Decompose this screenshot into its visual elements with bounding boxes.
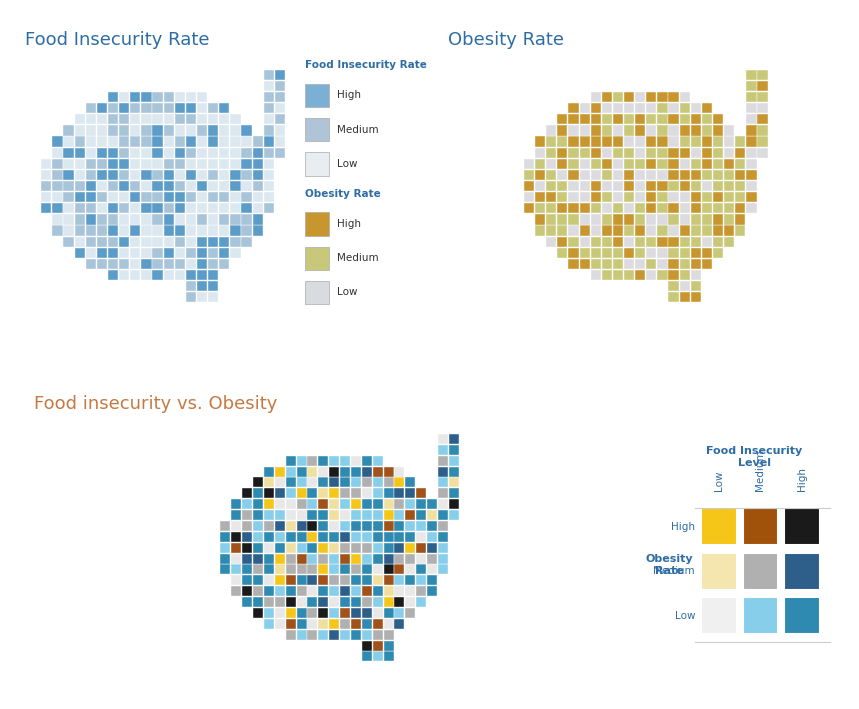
- Text: Obesity Rate: Obesity Rate: [448, 30, 564, 48]
- Text: Food insecurity vs. Obesity: Food insecurity vs. Obesity: [34, 395, 277, 413]
- Text: Food Insecurity Rate: Food Insecurity Rate: [25, 30, 210, 48]
